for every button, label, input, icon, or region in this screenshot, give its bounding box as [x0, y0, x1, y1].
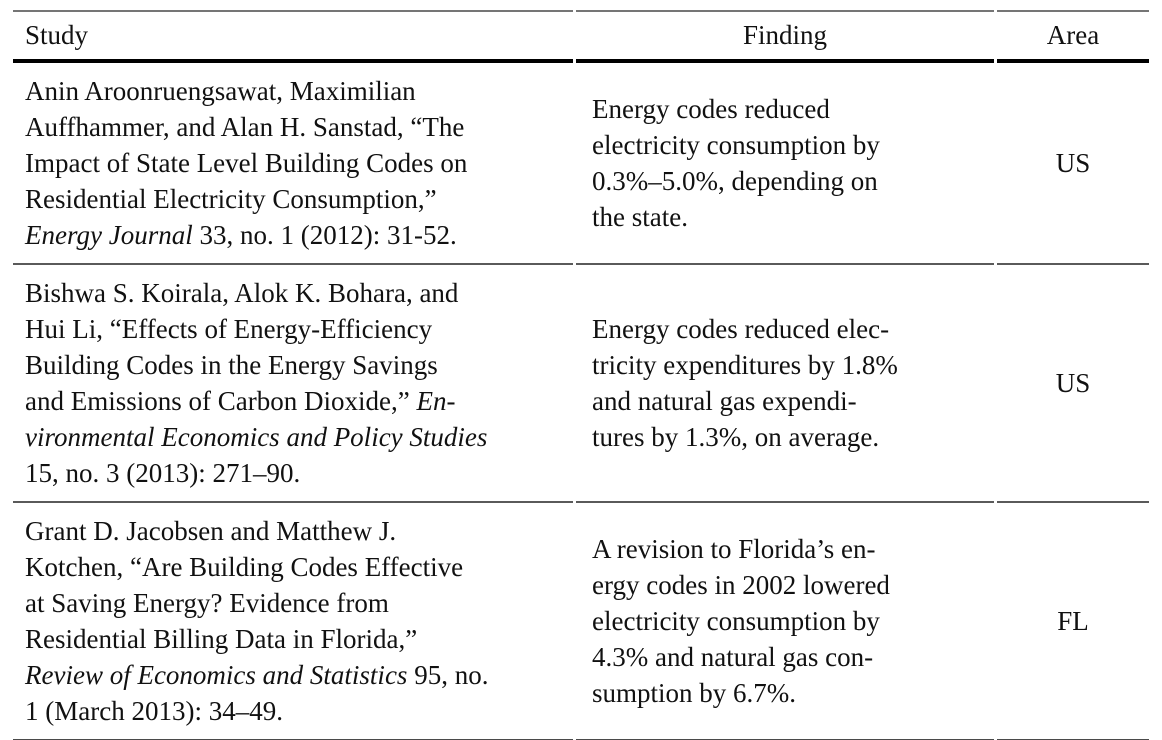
study-text: 1 (March 2013): 34–49.: [25, 696, 283, 726]
finding-text: electricity consumption by: [592, 130, 880, 160]
finding-text: 4.3% and natural gas con-: [592, 642, 874, 672]
journal-title-text: Energy Journal: [25, 220, 193, 250]
finding-text: A revision to Florida’s en-: [592, 534, 876, 564]
study-text: Residential Billing Data in Florida,”: [25, 624, 418, 654]
column-header-study: Study: [13, 10, 573, 63]
area-cell: FL: [997, 503, 1149, 740]
study-text: Kotchen, “Are Building Codes Effective: [25, 552, 464, 582]
area-cell: US: [997, 265, 1149, 503]
study-text: 15, no. 3 (2013): 271–90.: [25, 458, 301, 488]
study-text: Impact of State Level Building Codes on: [25, 148, 468, 178]
table-row: Bishwa S. Koirala, Alok K. Bohara, and Hu…: [13, 265, 1149, 503]
journal-title-text: En-: [416, 386, 456, 416]
journal-title-text: vironmental Economics and Policy Studies: [25, 422, 488, 452]
finding-text: and natural gas expendi-: [592, 386, 857, 416]
finding-text: electricity consumption by: [592, 606, 880, 636]
finding-text: 0.3%–5.0%, depending on: [592, 166, 878, 196]
study-text: Anin Aroonruengsawat, Maximilian: [25, 76, 416, 106]
study-text: 33, no. 1 (2012): 31-52.: [192, 220, 457, 250]
study-text: and Emissions of Carbon Dioxide,”: [25, 386, 417, 416]
finding-cell: Energy codes reduced electricity consumpt…: [576, 63, 994, 265]
finding-cell: Energy codes reduced elec-tricity expend…: [576, 265, 994, 503]
finding-text: tures by 1.3%, on average.: [592, 422, 880, 452]
finding-text: the state.: [592, 202, 688, 232]
study-text: Grant D. Jacobsen and Matthew J.: [25, 516, 397, 546]
column-header-finding: Finding: [576, 10, 994, 63]
study-text: at Saving Energy? Evidence from: [25, 588, 389, 618]
study-text: Building Codes in the Energy Savings: [25, 350, 438, 380]
study-cell: Anin Aroonruengsawat, Maximilian Auffhamm…: [13, 63, 573, 265]
finding-text: Energy codes reduced elec-: [592, 314, 890, 344]
study-text: Residential Electricity Consumption,”: [25, 184, 437, 214]
table-body: Anin Aroonruengsawat, Maximilian Auffhamm…: [13, 63, 1149, 740]
study-text: 95, no.: [407, 660, 489, 690]
study-text: Auffhammer, and Alan H. Sanstad, “The: [25, 112, 465, 142]
table-header: Study Finding Area: [13, 10, 1149, 63]
study-text: Hui Li, “Effects of Energy-Efficiency: [25, 314, 433, 344]
study-cell: Bishwa S. Koirala, Alok K. Bohara, and Hu…: [13, 265, 573, 503]
journal-title-text: Review of Economics and Statistics: [25, 660, 408, 690]
column-header-area: Area: [997, 10, 1149, 63]
finding-text: ergy codes in 2002 lowered: [592, 570, 890, 600]
studies-table: Study Finding Area Anin Aroonruengsawat,…: [10, 10, 1152, 740]
finding-text: Energy codes reduced: [592, 94, 830, 124]
table-row: Grant D. Jacobsen and Matthew J. Kotchen,…: [13, 503, 1149, 740]
finding-cell: A revision to Florida’s en-ergy codes in…: [576, 503, 994, 740]
header-row: Study Finding Area: [13, 10, 1149, 63]
finding-text: sumption by 6.7%.: [592, 678, 797, 708]
study-cell: Grant D. Jacobsen and Matthew J. Kotchen,…: [13, 503, 573, 740]
finding-text: tricity expenditures by 1.8%: [592, 350, 898, 380]
area-cell: US: [997, 63, 1149, 265]
table-row: Anin Aroonruengsawat, Maximilian Auffhamm…: [13, 63, 1149, 265]
study-text: Bishwa S. Koirala, Alok K. Bohara, and: [25, 278, 459, 308]
